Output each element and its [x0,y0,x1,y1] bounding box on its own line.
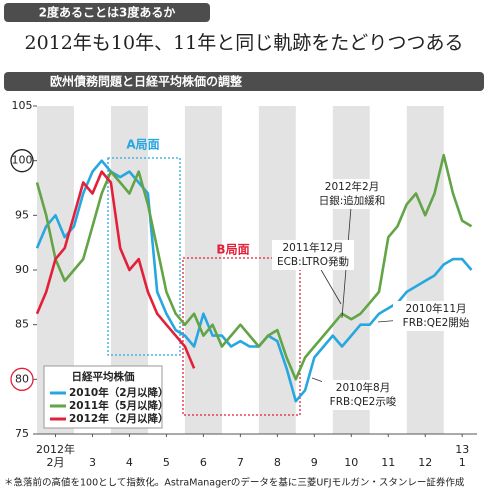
annotation-text: FRB:QE2開始 [403,316,470,329]
x-tick-label: 10 [344,456,358,469]
x-tick-label: 4 [126,456,133,469]
y-tick-label: 105 [12,99,33,112]
series-line [35,170,196,369]
x-tick-label: 11 [381,456,395,469]
annotation-box [272,240,354,270]
tag-box [4,3,210,22]
year-label: 13 [455,443,469,456]
y-tick-label: 85 [15,318,29,331]
series-line [35,159,473,403]
annotation-text: 2011年12月 [282,241,343,254]
y-tick-label: 95 [15,208,29,221]
annotation-text: 2010年11月 [405,302,466,315]
highlight-ring [10,367,34,391]
y-tick-label: 75 [15,427,29,440]
region-box [107,157,181,356]
year-label: 2012年 [36,442,75,456]
y-tick-label: 90 [15,263,29,276]
legend-label: 2012年（2月以降） [69,412,169,425]
legend-title: 日経平均株価 [72,370,135,383]
note: ＊急落前の高値を100として指数化。AstraManagerのデータを基に三菱U… [4,477,465,489]
x-tick-label: 9 [311,456,318,469]
legend-label: 2011年（5月以降） [69,399,169,412]
annotation-text: 2010年8月 [336,381,390,394]
annotation-text: ECB:LTRO発動 [277,255,349,268]
x-tick-label: 1 [459,456,466,469]
x-tick-label: 8 [274,456,281,469]
x-tick-label: 7 [237,456,244,469]
tag: 2度あることは3度あるか [39,5,176,20]
x-tick-label: 5 [163,456,170,469]
region-box [182,257,301,416]
x-tick-label: 3 [89,456,96,469]
chart-title: 2012年も10年、11年と同じ軌跡をたどりつつある [25,32,464,54]
x-tick-label: 2月 [46,456,64,469]
y-tick-label: 100 [12,154,33,167]
x-tick-label: 12 [418,456,432,469]
annotation-text: FRB:QE2示唆 [330,395,397,408]
month-band [184,106,222,434]
subtitle-box [4,72,484,91]
annotation-box [314,179,390,209]
annotation-text: 日銀:追加緩和 [319,194,386,207]
subtitle: 欧州債務問題と日経平均株価の調整 [50,74,242,89]
region-label: B局面 [216,243,249,257]
annotation-box [393,301,479,331]
region-label: A局面 [126,138,159,152]
annotation-box [322,380,404,410]
y-tick-label: 80 [15,372,29,385]
annotation-text: 2012年2月 [325,180,379,193]
series-line [35,153,473,381]
x-tick-label: 6 [200,456,207,469]
highlight-ring [10,149,34,173]
legend-label: 2010年（2月以降） [69,386,169,399]
